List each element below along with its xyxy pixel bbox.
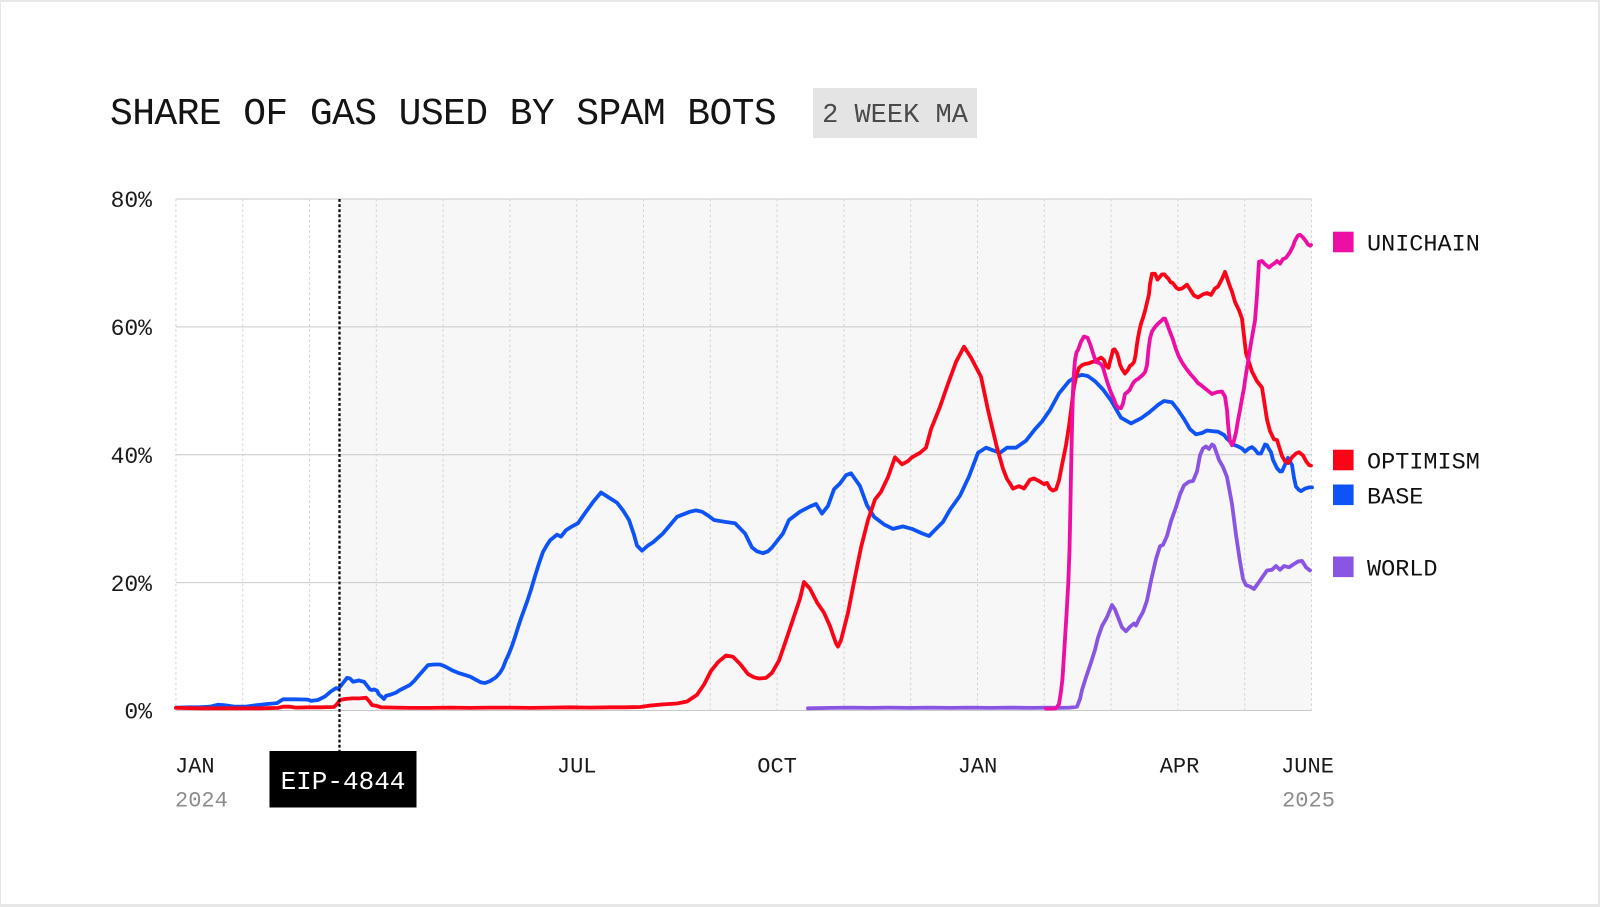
svg-text:2025: 2025 bbox=[1282, 789, 1335, 814]
svg-text:WORLD: WORLD bbox=[1367, 556, 1438, 583]
svg-text:OCT: OCT bbox=[757, 755, 797, 780]
svg-text:UNICHAIN: UNICHAIN bbox=[1367, 232, 1480, 259]
svg-text:2 WEEK MA: 2 WEEK MA bbox=[822, 101, 969, 131]
svg-text:JUNE: JUNE bbox=[1281, 755, 1334, 780]
svg-text:80%: 80% bbox=[111, 188, 153, 214]
svg-text:20%: 20% bbox=[111, 572, 153, 598]
svg-text:0%: 0% bbox=[124, 700, 152, 726]
svg-text:SHARE OF GAS USED BY SPAM BOTS: SHARE OF GAS USED BY SPAM BOTS bbox=[110, 93, 776, 136]
svg-text:JAN: JAN bbox=[175, 755, 215, 780]
svg-text:OPTIMISM: OPTIMISM bbox=[1367, 450, 1480, 477]
svg-text:BASE: BASE bbox=[1367, 484, 1423, 511]
svg-text:JUL: JUL bbox=[557, 755, 597, 780]
svg-text:2024: 2024 bbox=[175, 789, 228, 814]
svg-text:EIP-4844: EIP-4844 bbox=[281, 767, 406, 797]
svg-text:60%: 60% bbox=[111, 316, 153, 342]
svg-text:40%: 40% bbox=[111, 444, 153, 470]
svg-text:JAN: JAN bbox=[958, 755, 998, 780]
svg-text:APR: APR bbox=[1160, 755, 1200, 780]
